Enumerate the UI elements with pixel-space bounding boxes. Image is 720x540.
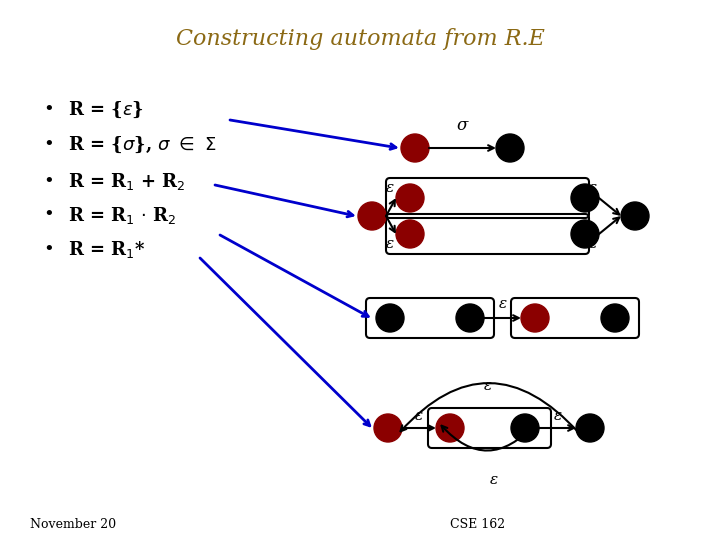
Text: ε: ε <box>498 297 507 311</box>
Text: R = R$_1$*: R = R$_1$* <box>68 240 145 260</box>
Text: R = R$_1$ $\cdot$ R$_2$: R = R$_1$ $\cdot$ R$_2$ <box>68 205 176 226</box>
Circle shape <box>621 202 649 230</box>
Text: November 20: November 20 <box>30 518 116 531</box>
Text: ε: ε <box>554 409 562 423</box>
Circle shape <box>496 134 524 162</box>
Text: •: • <box>43 101 54 119</box>
Text: ε: ε <box>589 237 597 251</box>
Text: ε: ε <box>589 181 597 195</box>
Text: R = R$_1$ + R$_2$: R = R$_1$ + R$_2$ <box>68 172 186 192</box>
Circle shape <box>376 304 404 332</box>
Text: •: • <box>43 241 54 259</box>
Text: ε: ε <box>490 473 498 487</box>
Text: σ: σ <box>456 117 468 134</box>
Text: R = {$\varepsilon$}: R = {$\varepsilon$} <box>68 100 144 120</box>
Circle shape <box>511 414 539 442</box>
Text: •: • <box>43 173 54 191</box>
Text: Constructing automata from R.E: Constructing automata from R.E <box>176 28 544 50</box>
Circle shape <box>436 414 464 442</box>
Text: R = {$\sigma$}, $\sigma$ $\in$ $\Sigma$: R = {$\sigma$}, $\sigma$ $\in$ $\Sigma$ <box>68 135 217 155</box>
Circle shape <box>401 134 429 162</box>
Circle shape <box>396 220 424 248</box>
Text: ε: ε <box>386 237 394 251</box>
Circle shape <box>374 414 402 442</box>
Circle shape <box>521 304 549 332</box>
Circle shape <box>456 304 484 332</box>
Text: CSE 162: CSE 162 <box>450 518 505 531</box>
Circle shape <box>601 304 629 332</box>
Circle shape <box>576 414 604 442</box>
Circle shape <box>358 202 386 230</box>
Circle shape <box>396 184 424 212</box>
Text: ε: ε <box>483 379 492 393</box>
Circle shape <box>571 220 599 248</box>
Text: ε: ε <box>386 181 394 195</box>
Text: •: • <box>43 136 54 154</box>
Circle shape <box>571 184 599 212</box>
Text: •: • <box>43 206 54 224</box>
Text: ε: ε <box>415 409 423 423</box>
